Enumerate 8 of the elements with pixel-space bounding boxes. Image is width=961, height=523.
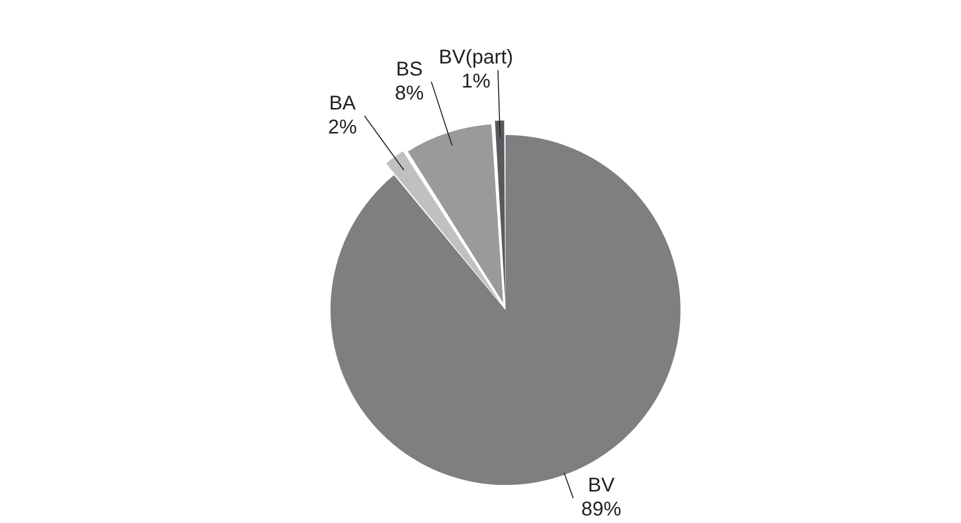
slice-label: BS [396,58,423,80]
data-label: 1% [462,70,491,93]
data-label: 2% [328,116,358,138]
slice-label: BV [588,474,616,497]
data-label: 8% [394,82,424,104]
data-label: 89% [581,498,622,521]
slice-label: BA [329,92,356,114]
slice-label: BV(part) [438,46,514,69]
